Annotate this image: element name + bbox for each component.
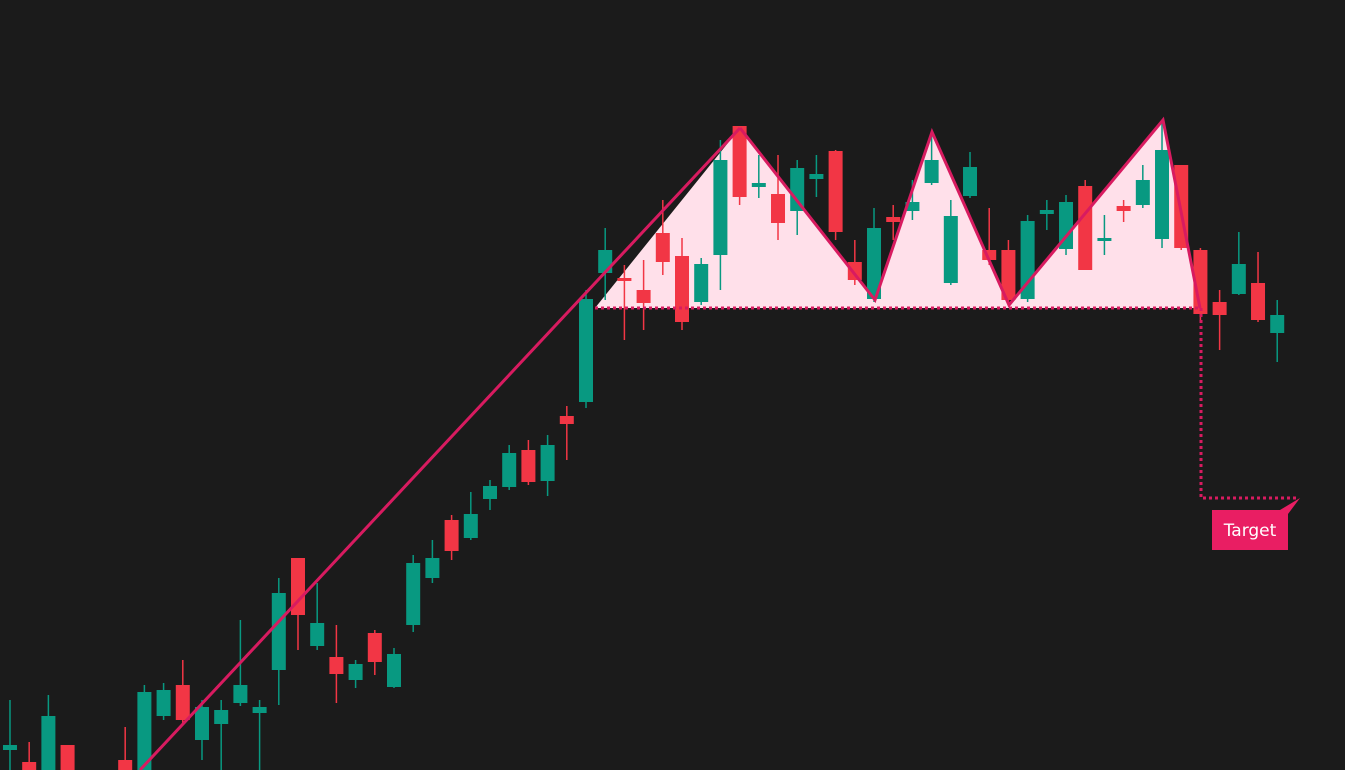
candle-body	[982, 250, 997, 260]
candle-body	[175, 685, 190, 720]
candle-body	[579, 299, 594, 402]
candle-body	[1270, 315, 1285, 333]
candle-body	[386, 654, 401, 687]
candle-body	[943, 216, 958, 283]
candle-body	[1155, 150, 1170, 239]
candle-body	[2, 745, 17, 750]
candle-body	[713, 160, 728, 255]
candle-body	[847, 262, 862, 280]
candle-body	[963, 167, 978, 196]
candle-body	[675, 256, 690, 322]
candle-body	[1097, 238, 1112, 241]
candle-body	[867, 228, 882, 299]
candle-body	[22, 762, 37, 770]
candle-body	[751, 183, 766, 187]
candle-body	[1251, 283, 1266, 320]
candle-body	[60, 745, 75, 770]
candle-body	[1059, 202, 1074, 249]
target-label: Target	[1223, 521, 1277, 541]
candle-body	[771, 194, 786, 223]
pattern-line	[738, 116, 1202, 309]
candle-body	[406, 563, 421, 625]
candle-body	[1039, 210, 1054, 214]
target-line	[1199, 308, 1298, 500]
candle-body	[214, 710, 229, 724]
candle-body	[1231, 264, 1246, 294]
candle-body	[348, 664, 363, 680]
candle-body	[809, 174, 824, 179]
candle-body	[502, 453, 517, 487]
candle-body	[118, 760, 133, 770]
target-box	[1212, 498, 1300, 550]
candle-body	[233, 685, 248, 703]
candle-body	[1116, 206, 1131, 211]
candle-body	[41, 716, 56, 770]
candle-body	[732, 126, 747, 197]
candle-body	[194, 707, 209, 740]
candle-body	[156, 690, 171, 716]
candle-body	[252, 707, 267, 713]
candle-body	[329, 657, 344, 674]
candle-body	[137, 692, 152, 770]
candle-body	[444, 520, 459, 551]
candle-body	[694, 264, 709, 302]
candle-body	[1078, 186, 1093, 270]
candle-body	[655, 233, 670, 262]
candle-body	[482, 486, 497, 499]
candle-body	[636, 290, 651, 303]
pattern	[138, 116, 1298, 770]
candle-body	[540, 445, 555, 481]
candle-body	[463, 514, 478, 538]
candle-body	[905, 202, 920, 211]
candle-body	[617, 278, 632, 281]
candle-body	[290, 558, 305, 615]
candle-body	[367, 633, 382, 662]
candle-body	[1135, 180, 1150, 205]
candle-body	[924, 160, 939, 183]
candle-body	[1212, 302, 1227, 315]
candle-body	[598, 250, 613, 273]
trend-line	[138, 126, 742, 770]
candle-body	[559, 416, 574, 424]
candle-body	[271, 593, 286, 670]
candle-body	[425, 558, 440, 578]
candle-body	[886, 217, 901, 222]
candle-body	[521, 450, 536, 482]
candle-body	[310, 623, 325, 646]
candle-body	[1001, 250, 1016, 300]
candle-body	[790, 168, 805, 211]
candle-body	[828, 151, 843, 232]
